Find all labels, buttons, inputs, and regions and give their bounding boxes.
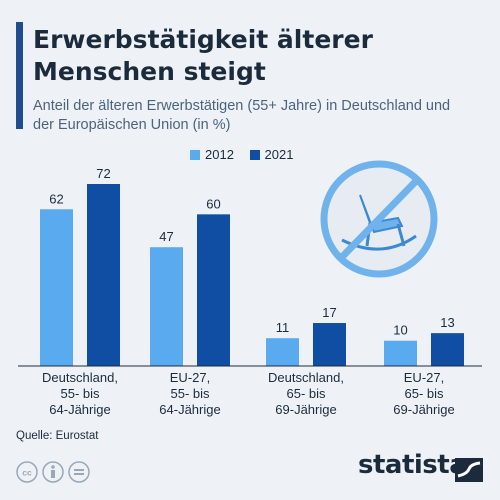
legend-label-2021: 2021 xyxy=(264,147,294,162)
legend: 2012 2021 xyxy=(190,147,305,162)
category-label-2-1: 65- bis xyxy=(286,386,326,401)
category-label-3-2: 69-Jährige xyxy=(393,402,454,417)
category-label-2-2: 69-Jährige xyxy=(275,402,336,417)
bar-2021-2 xyxy=(313,323,346,366)
cc-icon: cc xyxy=(16,461,38,483)
data-label-2012-1: 47 xyxy=(159,229,173,244)
data-label-2021-2: 17 xyxy=(322,305,336,320)
legend-label-2012: 2012 xyxy=(205,147,234,162)
category-label-1-2: 64-Jährige xyxy=(159,402,220,417)
legend-item-2021: 2021 xyxy=(249,147,294,162)
title-accent-bar xyxy=(16,22,23,129)
data-label-2021-3: 13 xyxy=(440,315,454,330)
data-label-2012-0: 62 xyxy=(49,191,63,206)
no-derivatives-icon xyxy=(68,461,90,483)
svg-text:cc: cc xyxy=(22,468,32,478)
legend-swatch-2021 xyxy=(249,150,260,160)
category-label-2-0: Deutschland, xyxy=(268,370,344,385)
legend-swatch-2012 xyxy=(190,150,200,160)
category-label-0-2: 64-Jährige xyxy=(49,402,110,417)
bar-2012-0 xyxy=(40,209,73,366)
brand-wordmark[interactable]: statista xyxy=(358,450,467,480)
data-label-2021-1: 60 xyxy=(206,196,220,211)
category-label-0-0: Deutschland, xyxy=(42,370,118,385)
chart-title: Erwerbstätigkeit älterer Menschen steigt xyxy=(33,25,373,86)
bar-2012-2 xyxy=(266,338,299,366)
bar-2021-1 xyxy=(197,214,230,366)
category-label-1-0: EU-27, xyxy=(170,370,210,385)
bar-2021-3 xyxy=(431,333,464,366)
statista-logo-icon xyxy=(455,458,483,482)
category-label-3-0: EU-27, xyxy=(404,370,444,385)
source-note: Quelle: Eurostat xyxy=(16,430,99,442)
bar-2021-0 xyxy=(87,184,120,366)
data-label-2012-3: 10 xyxy=(393,323,407,338)
data-label-2012-2: 11 xyxy=(276,320,290,335)
chart-subtitle: Anteil der älteren Erwerbstätigen (55+ J… xyxy=(33,98,451,133)
bar-2012-3 xyxy=(384,340,417,366)
no-rocking-chair-icon xyxy=(320,160,438,278)
legend-item-2012: 2012 xyxy=(190,147,234,162)
license-icons: cc xyxy=(16,461,90,483)
attribution-icon xyxy=(42,461,64,483)
data-label-2021-0: 72 xyxy=(96,166,110,181)
category-label-1-1: 55- bis xyxy=(170,386,210,401)
bar-2012-1 xyxy=(150,247,183,366)
category-label-3-1: 65- bis xyxy=(404,386,444,401)
category-label-0-1: 55- bis xyxy=(60,386,100,401)
